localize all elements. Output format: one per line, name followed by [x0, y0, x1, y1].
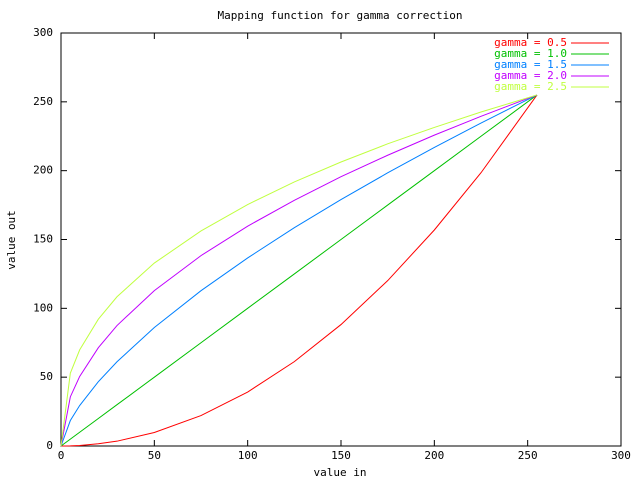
series-line: [60, 94, 538, 447]
series-line: [60, 94, 538, 447]
x-tick-label: 0: [58, 449, 65, 462]
y-tick-label: 250: [33, 95, 53, 108]
x-axis-label: value in: [314, 466, 367, 479]
legend-label: gamma = 1.0: [494, 47, 567, 60]
x-tick-label: 250: [518, 449, 538, 462]
x-tick-label: 150: [331, 449, 351, 462]
y-tick-label: 50: [40, 370, 53, 383]
y-axis-label: value out: [5, 210, 18, 270]
y-tick-label: 300: [33, 26, 53, 39]
x-tick-label: 300: [611, 449, 631, 462]
y-tick-label: 100: [33, 301, 53, 314]
chart-title: Mapping function for gamma correction: [217, 9, 462, 22]
y-tick-label: 150: [33, 233, 53, 246]
x-tick-label: 100: [238, 449, 258, 462]
series-line: [60, 94, 538, 447]
x-tick-label: 200: [424, 449, 444, 462]
series-line: [60, 94, 538, 447]
x-tick-label: 50: [148, 449, 161, 462]
legend-label: gamma = 0.5: [494, 36, 567, 49]
legend-label: gamma = 1.5: [494, 58, 567, 71]
legend-label: gamma = 2.5: [494, 80, 567, 93]
legend-label: gamma = 2.0: [494, 69, 567, 82]
series-line: [60, 94, 538, 447]
y-tick-label: 200: [33, 164, 53, 177]
y-tick-label: 0: [46, 439, 53, 452]
